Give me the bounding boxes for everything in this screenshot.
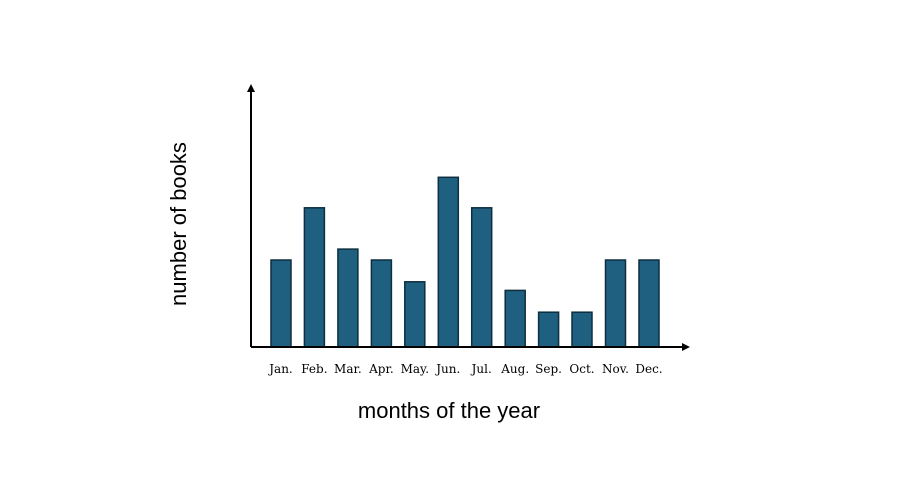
x-tick-label-feb: Feb.: [301, 362, 327, 376]
bar-may: [404, 281, 426, 348]
bar-jun: [437, 176, 460, 348]
bar-feb: [303, 207, 326, 348]
x-tick-label-jul: Jul.: [470, 362, 492, 376]
x-tick-label-may: May.: [401, 362, 429, 376]
x-tick-label-jan: Jan.: [267, 362, 293, 376]
x-tick-label-mar: Mar.: [334, 362, 362, 376]
x-tick-label-jun: Jun.: [434, 362, 460, 376]
x-tick-label-dec: Dec.: [635, 362, 662, 376]
bar-jan: [270, 259, 292, 348]
x-tick-label-aug: Aug.: [500, 362, 529, 376]
bar-jul: [470, 207, 493, 348]
x-tick-label-apr: Apr.: [368, 362, 394, 376]
x-tick-label-sep: Sep.: [535, 362, 562, 376]
x-tick-label-oct: Oct.: [569, 362, 594, 376]
x-tick-labels: Jan. Feb. Mar. Apr. May. Jun. Jul. Aug. Sep. Oct.…: [267, 362, 662, 376]
bars-group: [270, 176, 660, 348]
x-axis-title: months of the year: [358, 398, 540, 423]
bar-mar: [337, 248, 359, 348]
y-axis-title: number of books: [166, 142, 191, 306]
bar-sep: [537, 311, 560, 348]
bar-oct: [571, 311, 593, 348]
bar-nov: [604, 259, 627, 348]
bar-aug: [504, 289, 526, 348]
bar-apr: [370, 259, 393, 348]
x-tick-label-nov: Nov.: [602, 362, 629, 376]
bar-dec: [638, 259, 660, 348]
